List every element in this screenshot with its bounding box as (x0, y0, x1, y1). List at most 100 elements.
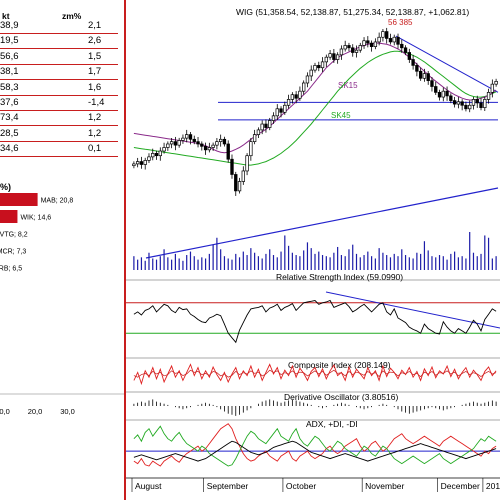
volume-bar (389, 257, 392, 270)
volume-bar (208, 253, 210, 270)
volume-bar (374, 258, 376, 270)
candle (166, 143, 170, 148)
candle (230, 158, 234, 175)
candle (396, 36, 400, 45)
panel-divider (124, 0, 126, 500)
volume-bar (450, 253, 452, 270)
bar-label: ERB; 6,5 (0, 266, 22, 273)
candle (192, 138, 196, 142)
candle (268, 120, 272, 128)
chart-title: WIG (51,358.54, 52,138.87, 51,275.34, 52… (236, 7, 469, 17)
volume-bar (257, 256, 260, 270)
candle (347, 45, 351, 49)
volume-bar (163, 249, 165, 270)
composite-label: Composite Index (208.149) (288, 360, 391, 370)
candle (151, 153, 155, 158)
row-change: 1,5 (88, 50, 102, 62)
candle (207, 147, 212, 151)
volume-bar (284, 235, 286, 270)
candle (343, 45, 347, 50)
candle (241, 170, 245, 182)
candle (324, 56, 328, 63)
volume-bar (204, 258, 207, 270)
table-header-change: zm% (62, 11, 82, 21)
candle (279, 108, 283, 113)
x-tick-label: 10,0 (0, 407, 10, 416)
volume-bar (446, 259, 448, 270)
top-stocks-bar-chart: MAB; 20,8 WIK; 14,6 VTG; 8,2 MCR; 7,3 ERB; 6… (0, 193, 124, 416)
candle (381, 31, 385, 38)
resistance-line (395, 35, 499, 93)
volume-bar (325, 256, 327, 270)
row-change: 2,1 (88, 20, 102, 31)
volume-bar (137, 259, 139, 270)
volume-bar (133, 256, 135, 270)
volume-bar (378, 248, 380, 270)
candle (369, 42, 374, 47)
candle (158, 150, 162, 157)
volume-bar (235, 253, 237, 270)
volume-bar (231, 259, 233, 270)
row-value: 34,6 (0, 143, 19, 155)
volume-bar (352, 244, 354, 270)
candle (234, 174, 238, 192)
volume-bar (201, 257, 203, 270)
candle (226, 143, 230, 160)
volume-bar (386, 255, 388, 270)
candle (430, 80, 434, 87)
candle (135, 161, 140, 165)
volume-bar (303, 250, 305, 270)
volume-bar (344, 256, 346, 270)
volume-bar (287, 245, 290, 270)
candle (215, 141, 219, 146)
volume-bar (227, 258, 229, 270)
volume-bar (314, 253, 316, 270)
volume-bar (329, 257, 331, 270)
candle (260, 123, 264, 131)
candle (196, 141, 200, 145)
candle (200, 143, 204, 147)
volume-bar (148, 252, 150, 270)
volume-bar (370, 256, 373, 270)
candle (264, 123, 268, 128)
row-value: 73,4 (0, 112, 19, 124)
candle (490, 83, 495, 93)
volume-bar (404, 255, 407, 270)
volume-bar (223, 256, 226, 270)
volume-bar (182, 260, 184, 270)
row-value: 38,9 (0, 20, 19, 31)
candle (494, 81, 498, 85)
row-value: 37,6 (0, 97, 19, 108)
volume-bar (363, 255, 365, 270)
candle (309, 69, 313, 77)
candle (460, 101, 464, 106)
volume-bar (476, 256, 478, 270)
volume-bar (220, 249, 222, 270)
volume-bar (420, 253, 422, 270)
row-divider (0, 156, 118, 158)
bar (0, 193, 38, 206)
candle (313, 65, 317, 71)
volume-bar (321, 255, 324, 270)
volume-bar (382, 252, 384, 270)
volume-bar (393, 253, 395, 270)
candle (415, 65, 419, 72)
row-change: -1,4 (88, 97, 105, 108)
candle (400, 43, 404, 49)
row-divider (0, 63, 118, 65)
volume-bar (155, 259, 158, 270)
volume-bar (291, 252, 293, 270)
sk15-label: SK15 (338, 81, 358, 90)
adx-line (133, 440, 497, 462)
row-value: 56,6 (0, 50, 19, 62)
month-label: 2014 (486, 481, 500, 491)
candle (139, 161, 144, 165)
volume-bar (333, 252, 335, 270)
volume-bar (246, 255, 248, 270)
candle (468, 104, 472, 110)
candle (286, 99, 291, 106)
volume-bar (442, 256, 444, 270)
volume-bar (348, 249, 350, 270)
candle (407, 52, 412, 60)
candle (385, 31, 389, 39)
